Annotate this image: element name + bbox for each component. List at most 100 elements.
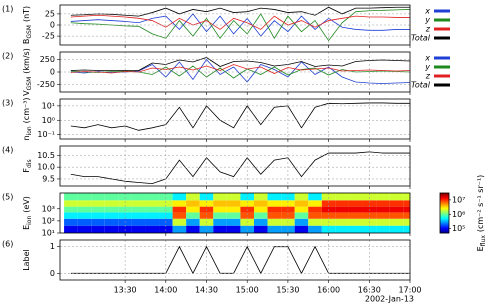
flux-cell (131, 218, 146, 226)
flux-cell (104, 225, 119, 233)
flux-cell (172, 212, 187, 219)
label-unit: (eV) (22, 196, 31, 213)
label-subscript: flux (480, 235, 487, 247)
flux-cell (376, 200, 390, 207)
y-axis-label: VGSM (km/s) (22, 48, 34, 96)
colorbar-step (440, 207, 449, 209)
panel-number: (1) (2, 5, 13, 14)
flux-cell (118, 193, 132, 201)
flux-cell (403, 218, 410, 226)
flux-cell (213, 206, 227, 213)
flux-cell (267, 225, 282, 233)
flux-cell (131, 212, 146, 219)
flux-cell (362, 193, 377, 201)
flux-cell (281, 193, 295, 201)
colorbar-step (440, 221, 449, 223)
flux-cell (376, 218, 390, 226)
y-axis-label: Label (22, 249, 31, 271)
x-tick-label: 15:30 (276, 286, 299, 295)
flux-cell (267, 193, 282, 201)
y-tick-label: 10² (42, 216, 55, 225)
flux-cell (240, 212, 254, 219)
flux-cell (376, 225, 390, 233)
flux-cell (335, 206, 349, 213)
y-axis-label: nion (cm⁻³) (22, 97, 34, 140)
label-unit: (cm⁻³) (22, 97, 31, 123)
legend-label: x (424, 7, 430, 16)
flux-cell (199, 193, 214, 201)
flux-cell (294, 212, 309, 219)
x-tick-label: 15:00 (236, 286, 259, 295)
flux-cell (362, 200, 377, 207)
flux-cell (267, 218, 282, 226)
flux-cell (186, 206, 200, 213)
flux-cell (145, 206, 160, 213)
flux-cell (64, 225, 78, 233)
y-tick-label: 10.5 (37, 151, 55, 160)
x-tick-label: 14:00 (154, 286, 177, 295)
flux-cell (321, 212, 336, 219)
flux-cell (267, 212, 282, 219)
colorbar-step (440, 202, 449, 204)
flux-cell (186, 193, 200, 201)
colorbar-step (440, 205, 449, 207)
legend-label: z (425, 25, 431, 34)
colorbar-step (440, 193, 449, 195)
flux-cell (77, 218, 92, 226)
colorbar-step (440, 194, 449, 196)
flux-cell (199, 212, 214, 219)
legend-label: y (424, 16, 430, 25)
x-tick-label: 13:30 (114, 286, 137, 295)
colorbar-step (440, 220, 449, 222)
colorbar-step (440, 219, 449, 221)
flux-cell (172, 225, 187, 233)
flux-cell (308, 225, 322, 233)
flux-cell (213, 225, 227, 233)
flux-cell (186, 212, 200, 219)
flux-cell (118, 212, 132, 219)
y-axis-label: Fdis (22, 159, 34, 172)
flux-cell (389, 193, 404, 201)
data-line (70, 13, 410, 37)
legend-label: x (424, 54, 430, 63)
flux-cell (240, 193, 254, 201)
flux-cell (348, 200, 363, 207)
panel-frame (59, 4, 411, 46)
colorbar-step (440, 224, 449, 226)
data-line (70, 102, 410, 131)
colorbar-tick-label: 10⁷ (452, 195, 465, 204)
flux-cell (308, 212, 322, 219)
flux-cell (77, 212, 92, 219)
label-symbol: Label (22, 249, 31, 271)
colorbar-step (440, 227, 449, 229)
colorbar-step (440, 197, 449, 199)
colorbar-tick-label: 10⁶ (452, 210, 465, 219)
flux-cell (335, 193, 349, 201)
flux-cell (131, 206, 146, 213)
flux-cell (213, 200, 227, 207)
flux-cell (294, 200, 309, 207)
flux-cell (172, 193, 187, 201)
flux-cell (389, 218, 404, 226)
colorbar-step (440, 215, 449, 217)
label-unit: (km/s) (22, 48, 31, 74)
flux-cell (335, 225, 349, 233)
flux-cell (389, 200, 404, 207)
date-label: 2002-Jan-13 (365, 295, 414, 304)
flux-cell (308, 193, 322, 201)
flux-cell (104, 218, 119, 226)
flux-cell (403, 200, 410, 207)
flux-cell (267, 206, 282, 213)
data-line (70, 57, 411, 71)
flux-cell (389, 225, 404, 233)
data-line (70, 14, 410, 30)
colorbar-frame (439, 192, 450, 234)
flux-cell (104, 212, 119, 219)
y-tick-label: 1 (50, 242, 55, 251)
colorbar-step (440, 199, 449, 201)
flux-cell (348, 193, 363, 201)
flux-cell (91, 206, 105, 213)
flux-cell (226, 212, 241, 219)
x-tick-label: 17:00 (398, 286, 421, 295)
panel-frame (59, 145, 411, 187)
